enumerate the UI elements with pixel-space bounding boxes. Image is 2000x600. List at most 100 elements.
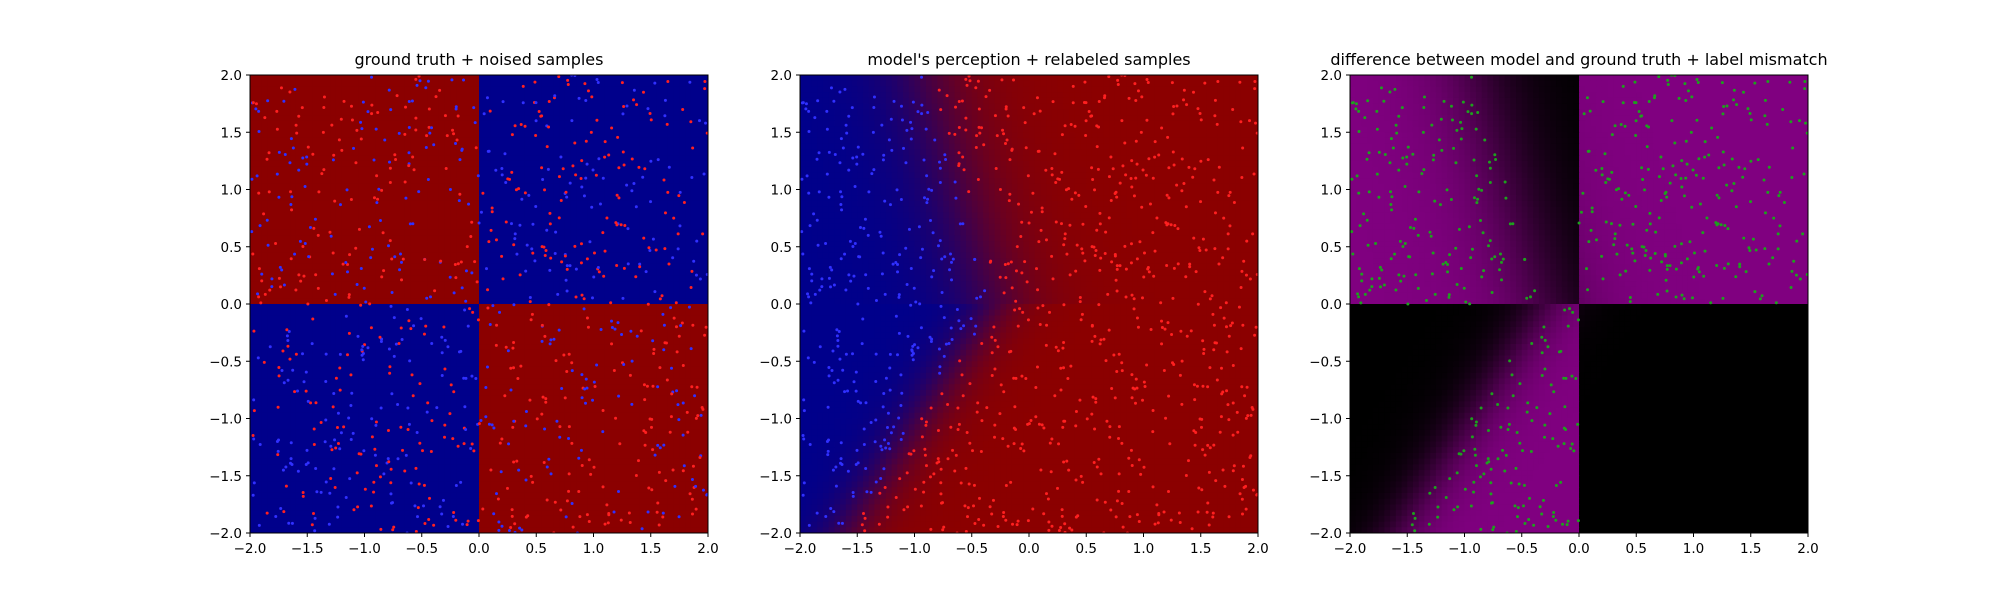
heatmap-cell (387, 263, 394, 271)
heatmap-cell (627, 86, 635, 93)
heatmap-cell (290, 304, 297, 311)
heatmap-cell (330, 292, 337, 299)
heatmap-cell (398, 246, 406, 254)
heatmap-cell (398, 338, 406, 345)
heatmap-cell (633, 372, 640, 380)
heatmap-cell (307, 126, 314, 133)
heatmap-cell (524, 137, 532, 145)
heatmap-cell (358, 349, 366, 357)
heatmap-cell (656, 258, 663, 265)
heatmap-cell (530, 132, 537, 139)
heatmap-cell (593, 218, 600, 225)
heatmap-cell (673, 75, 680, 82)
heatmap-cell (421, 166, 429, 173)
heatmap-cell (427, 338, 434, 345)
heatmap-cell (278, 292, 285, 299)
heatmap-cell (645, 80, 652, 88)
heatmap-cell (536, 115, 543, 122)
heatmap-cell (541, 389, 549, 397)
heatmap-cell (456, 80, 463, 88)
heatmap-cell (358, 86, 366, 93)
heatmap-cell (284, 212, 291, 219)
heatmap-cell (685, 401, 692, 408)
heatmap-cell (444, 424, 451, 431)
heatmap-cell (501, 166, 509, 173)
heatmap-cell (444, 115, 451, 122)
heatmap-cell (324, 361, 331, 368)
heatmap-cell (616, 149, 623, 156)
heatmap-cell (496, 115, 503, 122)
heatmap-cell (564, 183, 572, 191)
heatmap-cell (553, 269, 560, 276)
heatmap-cell (622, 252, 629, 259)
heatmap-cell (416, 149, 423, 156)
heatmap-cell (541, 275, 549, 282)
heatmap-cell (301, 258, 308, 265)
heatmap-cell (410, 126, 417, 133)
heatmap-cell (604, 269, 612, 276)
heatmap-cell (410, 384, 417, 391)
heatmap-cell (570, 132, 577, 139)
heatmap-cell (255, 235, 263, 242)
heatmap-cell (301, 246, 308, 254)
heatmap-cell (662, 143, 669, 151)
heatmap-cell (610, 309, 617, 317)
heatmap-cell (679, 178, 686, 185)
heatmap-cell (679, 80, 686, 88)
heatmap-cell (456, 178, 463, 185)
heatmap-cell (519, 424, 526, 431)
heatmap-cell (685, 229, 692, 236)
heatmap-cell (616, 326, 623, 334)
heatmap-cell (690, 212, 698, 219)
heatmap-cell (375, 115, 383, 122)
heatmap-cell (519, 218, 526, 225)
heatmap-cell (255, 137, 263, 145)
heatmap-cell (536, 281, 543, 288)
heatmap-cell (393, 206, 400, 213)
heatmap-cell (444, 160, 451, 168)
heatmap-cell (473, 178, 480, 185)
heatmap-cell (404, 389, 411, 397)
heatmap-cell (461, 338, 469, 345)
heatmap-cell (318, 160, 326, 168)
heatmap-cell (473, 97, 480, 105)
heatmap-cell (307, 235, 314, 242)
heatmap-cell (427, 258, 434, 265)
heatmap-cell (267, 292, 274, 299)
heatmap-cell (375, 355, 383, 362)
heatmap-cell (536, 321, 543, 328)
heatmap-cell (473, 172, 480, 179)
heatmap-cell (456, 361, 463, 368)
heatmap-cell (301, 384, 308, 391)
heatmap-cell (444, 275, 451, 282)
heatmap-cell (547, 212, 555, 219)
heatmap-cell (564, 338, 572, 345)
heatmap-cell (416, 137, 423, 145)
heatmap-cell (370, 275, 377, 282)
heatmap-cell (679, 143, 686, 151)
heatmap-cell (639, 80, 646, 88)
heatmap-cell (553, 315, 560, 322)
heatmap-cell (547, 155, 555, 162)
heatmap-cell (433, 412, 440, 420)
heatmap-cell (633, 326, 640, 334)
heatmap-cell (622, 97, 629, 105)
heatmap-cell (599, 143, 606, 151)
heatmap-cell (284, 223, 291, 231)
heatmap-cell (599, 344, 606, 351)
heatmap-cell (490, 149, 497, 156)
heatmap-cell (587, 252, 595, 259)
heatmap-cell (295, 143, 303, 151)
heatmap-cell (330, 126, 337, 133)
heatmap-cell (433, 309, 440, 317)
heatmap-cell (467, 412, 474, 420)
heatmap-cell (398, 372, 406, 380)
heatmap-cell (702, 269, 708, 276)
heatmap-cell (267, 223, 274, 231)
heatmap-cell (364, 246, 371, 254)
heatmap-cell (559, 229, 566, 236)
heatmap-cell (398, 143, 406, 151)
heatmap-cell (456, 332, 463, 339)
heatmap-cell (381, 166, 388, 173)
heatmap-cell (393, 298, 400, 305)
